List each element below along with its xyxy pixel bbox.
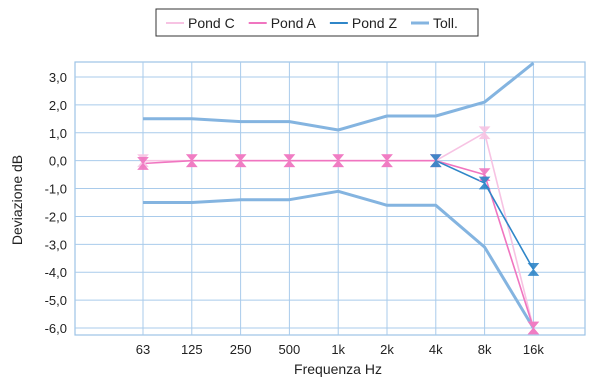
x-tick-label: 1k (331, 342, 345, 357)
pond-a-point (137, 157, 149, 170)
x-axis-label: Frequenza Hz (294, 361, 382, 377)
y-axis-label: Deviazione dB (9, 155, 25, 245)
x-tick-label: 500 (279, 342, 301, 357)
pond-a-point (332, 154, 345, 168)
legend-label-toll: Toll. (433, 15, 458, 31)
y-tick-label: -3,0 (45, 237, 67, 252)
pond-z-point (429, 154, 442, 168)
x-tick-label: 2k (380, 342, 394, 357)
y-tick-label: -4,0 (45, 265, 67, 280)
tolerance-upper-line (143, 61, 535, 132)
y-tick-label: -1,0 (45, 182, 67, 197)
x-tick-label: 125 (181, 342, 203, 357)
x-tick-label: 16k (523, 342, 544, 357)
pond-z-point (527, 263, 540, 276)
y-tick-label: 1,0 (49, 126, 67, 141)
y-tick-label: 0,0 (49, 154, 67, 169)
tolerance-lower-line (143, 189, 535, 329)
tolerance-lines (143, 61, 535, 329)
y-tick-label: 3,0 (49, 70, 67, 85)
pond-a-point (185, 154, 198, 168)
pond-a-point (283, 154, 296, 168)
y-tick-label: -6,0 (45, 321, 67, 336)
pond-a-point (381, 154, 393, 168)
pond-z-point (478, 176, 491, 190)
x-tick-label: 250 (230, 342, 252, 357)
x-tick-label: 8k (478, 342, 492, 357)
series-markers (137, 126, 540, 335)
legend-label-pond-a: Pond A (271, 15, 317, 31)
x-tick-label: 4k (429, 342, 443, 357)
legend: Pond C Pond A Pond Z Toll. (155, 8, 479, 37)
pond-a-point (234, 154, 247, 168)
plot-frame (74, 61, 586, 336)
y-tick-label: 2,0 (49, 98, 67, 113)
legend-label-pond-z: Pond Z (352, 15, 398, 31)
y-tick-label: -2,0 (45, 209, 67, 224)
x-tick-labels: 63 125 250 500 1k 2k 4k 8k 16k (136, 342, 545, 357)
y-tick-labels: 3,0 2,0 1,0 0,0 -1,0 -2,0 -3,0 -4,0 -5,0 -6,0 (45, 70, 67, 336)
pond-c-point (478, 126, 491, 140)
x-tick-label: 63 (136, 342, 150, 357)
legend-label-pond-c: Pond C (188, 15, 235, 31)
pond-a-point (527, 321, 540, 335)
y-tick-label: -5,0 (45, 293, 67, 308)
